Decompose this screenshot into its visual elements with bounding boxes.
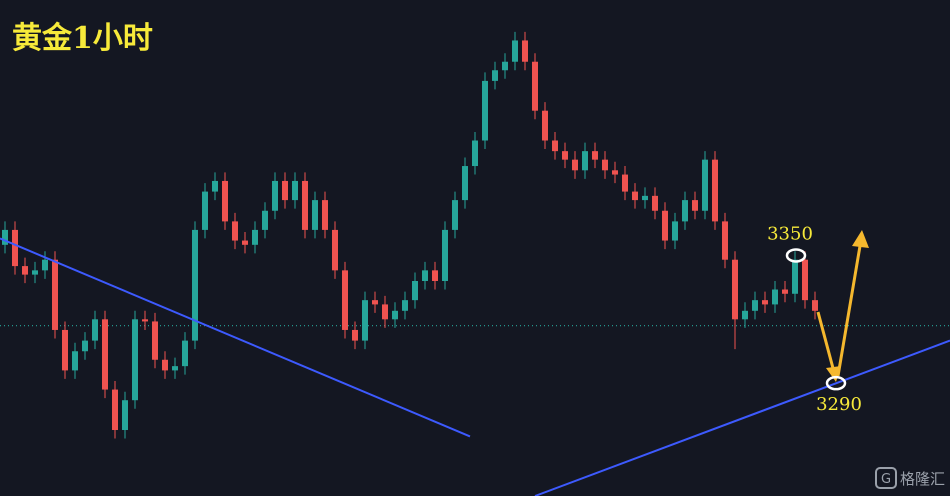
candle-body [42, 259, 48, 271]
candle-body [402, 300, 408, 311]
candle-body [112, 389, 118, 431]
candle-body [522, 40, 528, 62]
candle-body [732, 259, 738, 320]
candle-body [392, 310, 398, 320]
watermark-text: 格隆汇 [900, 470, 945, 488]
candle-body [162, 359, 168, 371]
candle-body [212, 180, 218, 192]
candle-body [292, 180, 298, 201]
candle-body [532, 61, 538, 111]
candle-body [12, 229, 18, 267]
level-label: 3350 [767, 223, 813, 244]
candle-body [542, 110, 548, 141]
candle-body [442, 229, 448, 281]
candle-body [342, 270, 348, 330]
candle-body [412, 280, 418, 301]
candle-body [252, 229, 258, 245]
candle-body [612, 170, 618, 175]
candle-body [722, 221, 728, 260]
candle-body [362, 300, 368, 341]
candle-body [692, 200, 698, 211]
candle-body [152, 321, 158, 360]
candle-body [372, 300, 378, 305]
candle-body [742, 310, 748, 320]
candle-body [462, 166, 468, 201]
candle-body [802, 259, 808, 301]
candle-body [712, 159, 718, 222]
trendline [0, 237, 471, 438]
candle-body [242, 240, 248, 245]
candle-body [132, 319, 138, 401]
candle-body [772, 289, 778, 305]
candle-body [22, 266, 28, 275]
candle-body [452, 200, 458, 230]
candle-body [312, 200, 318, 230]
candle-body [102, 319, 108, 390]
candle-body [762, 300, 768, 305]
candle-body [332, 229, 338, 271]
chart-title: 黄金1小时 [12, 21, 153, 56]
candle-body [672, 221, 678, 241]
candle-body [502, 61, 508, 71]
candle-body [632, 191, 638, 201]
arrow [836, 245, 862, 377]
candle-body [662, 210, 668, 241]
candle-body [432, 270, 438, 281]
candle-body [232, 221, 238, 241]
candle-body [572, 159, 578, 171]
candle-body [302, 180, 308, 230]
candle-body [792, 259, 798, 294]
trendline [534, 339, 950, 496]
candle-body [282, 180, 288, 201]
candle-body [62, 329, 68, 371]
arrow-head [852, 230, 869, 248]
candle-body [652, 195, 658, 211]
candle-body [2, 229, 8, 245]
watermark-logo [875, 467, 897, 489]
watermark: G 格隆汇 [875, 467, 945, 489]
candle-body [222, 180, 228, 222]
level-marker [825, 375, 847, 391]
candle-body [782, 289, 788, 294]
candle-body [142, 319, 148, 322]
candle-body [122, 400, 128, 431]
candle-body [752, 300, 758, 311]
candle-body [352, 329, 358, 341]
candle-body [72, 351, 78, 371]
candle-body [262, 210, 268, 230]
candle-body [642, 195, 648, 201]
watermark-logo-letter: G [881, 472, 891, 487]
candle-body [382, 304, 388, 320]
level-label: 3290 [816, 394, 862, 415]
candle-body [562, 151, 568, 160]
candle-body [82, 340, 88, 352]
candle-body [32, 270, 38, 275]
candle-body [472, 140, 478, 167]
candle-body [812, 300, 818, 311]
arrow [816, 311, 836, 373]
candle-body [482, 80, 488, 141]
candle-body [322, 200, 328, 230]
candle-body [52, 259, 58, 330]
candle-body [492, 70, 498, 81]
level-marker [785, 248, 807, 263]
candle-body [682, 200, 688, 222]
candle-body [202, 191, 208, 230]
candle-body [272, 180, 278, 211]
candle-body [192, 229, 198, 341]
candle-body [92, 319, 98, 341]
candle-body [602, 159, 608, 171]
candle-body [172, 366, 178, 371]
candle-body [512, 40, 518, 62]
candle-body [422, 270, 428, 281]
candle-body [552, 140, 558, 152]
candle-body [592, 151, 598, 160]
candle-body [582, 151, 588, 171]
candle-body [622, 174, 628, 192]
candle-body [702, 159, 708, 211]
candle-body [182, 340, 188, 367]
